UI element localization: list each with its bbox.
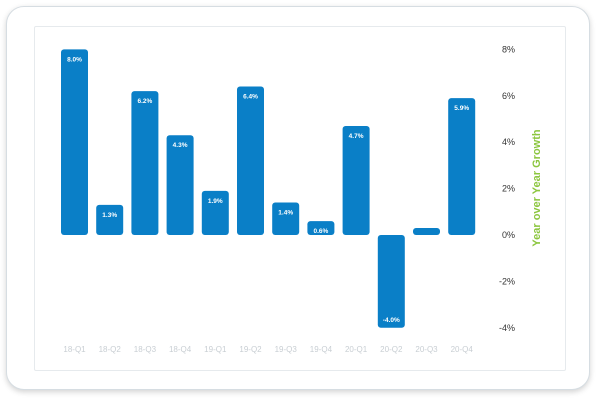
value-labels-group: 8.0% 1.3% 6.2% 4.3% 1.9% 6.4% 1.4% 0.6% 4.7% -4.0… bbox=[67, 56, 469, 323]
bar-20-Q2 bbox=[377, 235, 405, 328]
y-tick-labels-group: 8% 6% 4% 2% 0% -2% -4% bbox=[499, 44, 515, 332]
value-label-18-Q4: 4.3% bbox=[173, 142, 188, 149]
value-label-20-Q2: -4.0% bbox=[383, 317, 400, 324]
y-tick-label-6: -4% bbox=[499, 323, 515, 333]
bar-20-Q3 bbox=[413, 228, 440, 235]
value-label-19-Q1: 1.9% bbox=[208, 198, 223, 205]
value-label-20-Q1: 4.7% bbox=[349, 133, 364, 140]
category-labels-group: 18-Q1 18-Q2 18-Q3 18-Q4 19-Q1 19-Q2 19-Q3 19-Q4… bbox=[63, 345, 473, 354]
bar-19-Q2 bbox=[237, 86, 264, 236]
y-tick-label-0: 8% bbox=[502, 44, 515, 54]
y-tick-label-3: 2% bbox=[502, 184, 515, 194]
chart-panel bbox=[34, 26, 566, 371]
y-tick-label-1: 6% bbox=[502, 91, 515, 101]
bar-19-Q1 bbox=[201, 190, 229, 235]
category-label-19-Q1: 19-Q1 bbox=[204, 345, 227, 354]
value-label-20-Q3: 0.3% bbox=[419, 235, 434, 242]
value-label-20-Q4: 5.9% bbox=[454, 105, 469, 112]
y-tick-label-5: -2% bbox=[499, 276, 515, 286]
bars-group bbox=[61, 49, 476, 328]
y-axis-title: Year over Year Growth bbox=[531, 129, 543, 246]
category-label-19-Q2: 19-Q2 bbox=[239, 345, 262, 354]
category-label-20-Q2: 20-Q2 bbox=[380, 345, 403, 354]
category-label-20-Q1: 20-Q1 bbox=[345, 345, 368, 354]
value-label-19-Q4: 0.6% bbox=[313, 228, 328, 235]
category-label-19-Q4: 19-Q4 bbox=[310, 345, 333, 354]
value-label-18-Q2: 1.3% bbox=[102, 212, 117, 219]
value-label-18-Q3: 6.2% bbox=[137, 98, 152, 105]
category-label-19-Q3: 19-Q3 bbox=[275, 345, 298, 354]
value-label-19-Q2: 6.4% bbox=[243, 94, 258, 101]
value-label-18-Q1: 8.0% bbox=[67, 56, 82, 63]
category-label-18-Q3: 18-Q3 bbox=[134, 345, 157, 354]
bar-19-Q4 bbox=[307, 221, 335, 235]
category-label-20-Q3: 20-Q3 bbox=[415, 345, 438, 354]
bar-20-Q1 bbox=[342, 125, 370, 235]
value-label-19-Q3: 1.4% bbox=[278, 210, 293, 217]
category-label-20-Q4: 20-Q4 bbox=[451, 345, 474, 354]
bar-18-Q2 bbox=[96, 204, 124, 235]
category-label-18-Q4: 18-Q4 bbox=[169, 345, 192, 354]
y-tick-label-4: 0% bbox=[502, 230, 515, 240]
category-label-18-Q2: 18-Q2 bbox=[99, 345, 122, 354]
bar-18-Q4 bbox=[166, 135, 194, 235]
category-label-18-Q1: 18-Q1 bbox=[63, 345, 86, 354]
bar-19-Q3 bbox=[272, 202, 300, 235]
y-tick-label-2: 4% bbox=[502, 137, 515, 147]
bar-18-Q3 bbox=[131, 91, 159, 235]
bar-18-Q1 bbox=[61, 49, 88, 236]
bar-20-Q4 bbox=[448, 98, 476, 236]
